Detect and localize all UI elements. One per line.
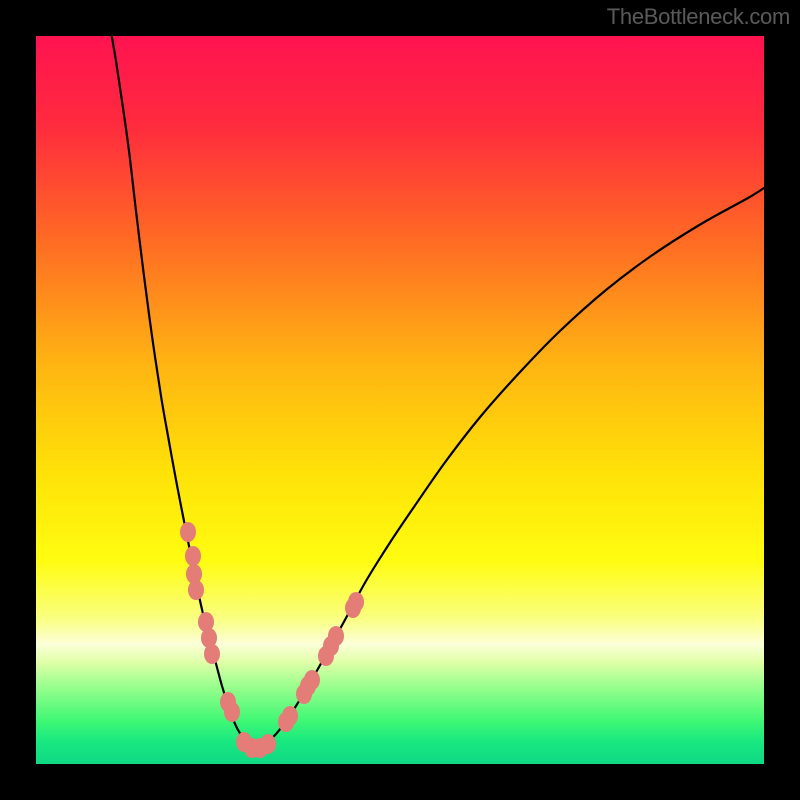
data-marker <box>185 546 201 566</box>
curve-and-markers <box>36 36 764 764</box>
chart-container: TheBottleneck.com <box>0 0 800 800</box>
data-marker <box>282 706 298 726</box>
curve-left-branch <box>110 36 254 750</box>
data-marker <box>260 734 276 754</box>
data-marker <box>224 702 240 722</box>
data-markers <box>180 522 364 758</box>
data-marker <box>348 592 364 612</box>
plot-area <box>36 36 764 764</box>
data-marker <box>328 626 344 646</box>
curve-right-branch <box>254 188 764 750</box>
data-marker <box>304 670 320 690</box>
data-marker <box>180 522 196 542</box>
data-marker <box>188 580 204 600</box>
watermark-text: TheBottleneck.com <box>607 4 790 30</box>
data-marker <box>204 644 220 664</box>
